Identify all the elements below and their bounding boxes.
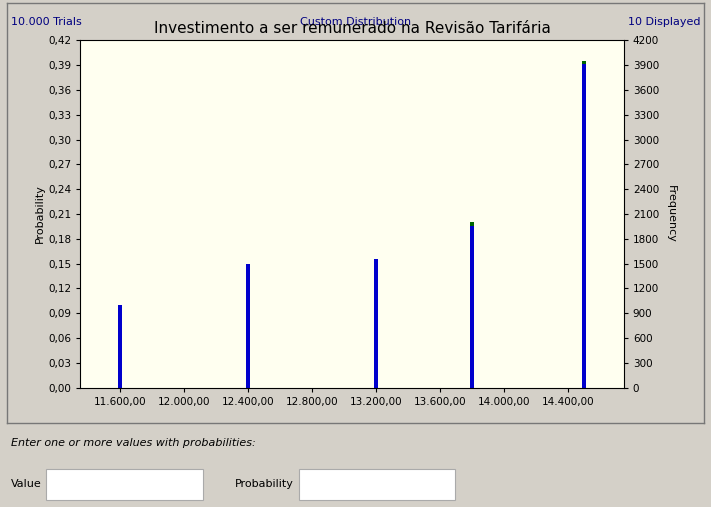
Y-axis label: Probability: Probability: [36, 185, 46, 243]
Bar: [374, 260, 378, 387]
Text: Probability: Probability: [235, 479, 294, 489]
Bar: [582, 61, 586, 64]
Text: 10.000 Trials: 10.000 Trials: [11, 17, 81, 27]
Bar: [470, 222, 474, 387]
Bar: [582, 61, 586, 387]
Bar: [118, 305, 122, 387]
FancyBboxPatch shape: [299, 468, 455, 500]
Text: Enter one or more values with probabilities:: Enter one or more values with probabilit…: [11, 439, 255, 448]
Text: 10 Displayed: 10 Displayed: [628, 17, 700, 27]
Title: Investimento a ser remunerado na Revisão Tarifária: Investimento a ser remunerado na Revisão…: [154, 21, 550, 37]
Bar: [246, 264, 250, 387]
Y-axis label: Frequency: Frequency: [665, 185, 675, 243]
FancyBboxPatch shape: [46, 468, 203, 500]
Text: Custom Distribution: Custom Distribution: [300, 17, 411, 27]
Bar: [470, 222, 474, 226]
Text: Value: Value: [11, 479, 41, 489]
